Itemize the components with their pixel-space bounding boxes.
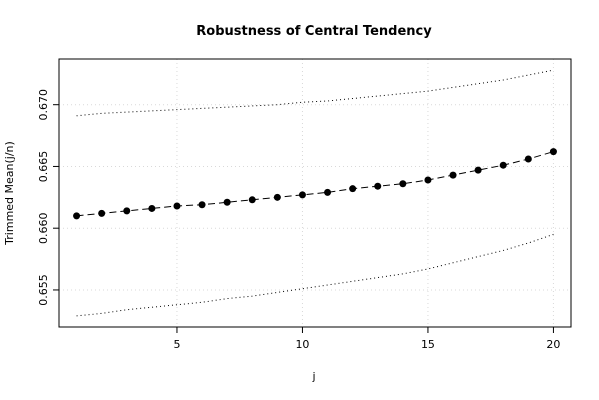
data-point	[73, 212, 81, 220]
data-point	[449, 171, 457, 179]
data-point	[499, 161, 507, 169]
data-point	[223, 198, 231, 206]
data-point	[298, 191, 306, 199]
y-axis: 0.655 0.660 0.665 0.670	[37, 89, 59, 306]
x-tick-label: 10	[295, 338, 309, 351]
data-point	[273, 193, 281, 201]
chart-title: Robustness of Central Tendency	[196, 24, 432, 39]
y-tick-label: 0.670	[37, 89, 50, 121]
data-point	[474, 166, 482, 174]
series-layer	[73, 69, 557, 317]
plot-frame	[58, 58, 572, 328]
data-point	[123, 207, 131, 215]
y-axis-label: Trimmed Mean(j/n)	[3, 141, 16, 246]
x-tick-label: 20	[546, 338, 560, 351]
data-point	[98, 209, 106, 217]
y-tick-label: 0.660	[37, 212, 50, 244]
y-tick-label: 0.655	[37, 274, 50, 306]
x-axis-label: j	[311, 370, 315, 383]
data-point	[374, 182, 382, 190]
x-axis: 5 10 15 20	[173, 327, 560, 351]
series-line-lower-bound	[76, 233, 554, 317]
grid-lines	[59, 59, 571, 327]
data-point	[148, 204, 156, 212]
data-point	[248, 196, 256, 204]
data-point	[173, 202, 181, 210]
series-line-mean	[76, 151, 554, 217]
data-point	[324, 188, 332, 196]
x-tick-label: 15	[421, 338, 435, 351]
series-line-upper-bound	[76, 69, 554, 117]
data-point	[399, 180, 407, 188]
data-point	[424, 176, 432, 184]
x-tick-label: 5	[173, 338, 180, 351]
data-point	[198, 201, 206, 209]
data-point	[524, 155, 532, 163]
data-point	[549, 148, 557, 156]
data-point	[349, 185, 357, 193]
y-tick-label: 0.665	[37, 151, 50, 183]
